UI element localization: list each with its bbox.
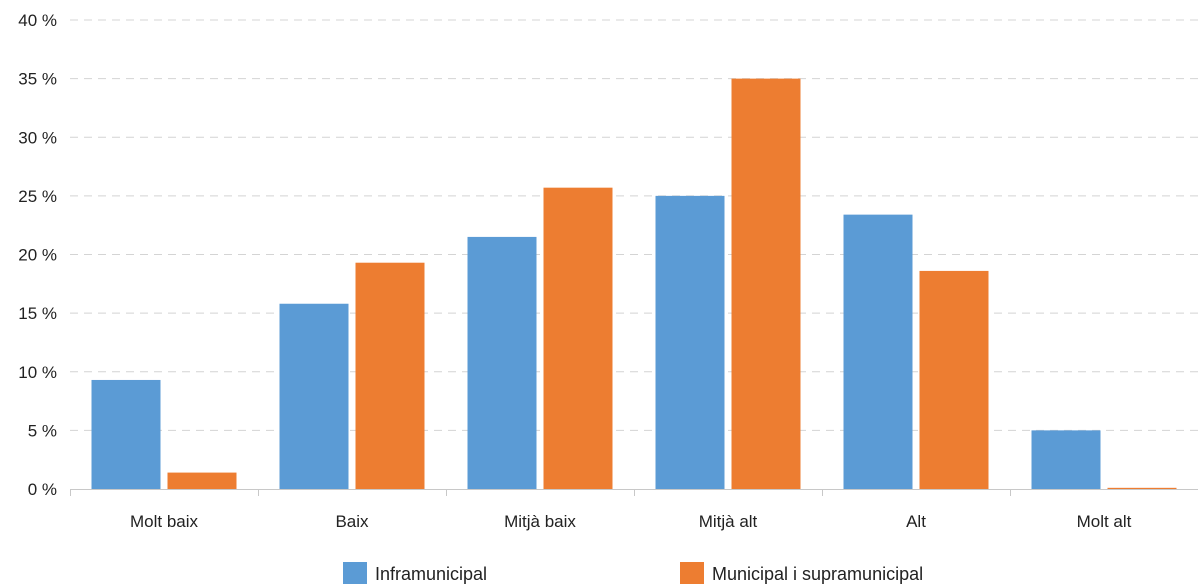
x-tick-label: Alt <box>906 512 926 531</box>
y-tick-label: 0 % <box>28 480 57 499</box>
bar <box>1107 487 1177 489</box>
x-tick-label: Baix <box>335 512 369 531</box>
legend-swatch <box>343 562 367 584</box>
x-axis-ticks: Molt baix Baix Mitjà baix Mitjà alt Alt Molt … <box>130 512 1132 531</box>
x-tick-label: Molt baix <box>130 512 199 531</box>
grid-lines <box>70 19 1198 431</box>
y-tick-label: 20 % <box>18 246 57 265</box>
y-tick-label: 30 % <box>18 128 57 147</box>
x-axis-tick-marks <box>70 489 1011 496</box>
bar <box>355 262 425 489</box>
y-tick-label: 10 % <box>18 363 57 382</box>
legend-item: Municipal i supramunicipal <box>680 562 923 584</box>
y-tick-label: 5 % <box>28 421 57 440</box>
legend-swatch <box>680 562 704 584</box>
y-tick-label: 15 % <box>18 304 57 323</box>
y-tick-label: 25 % <box>18 187 57 206</box>
bar <box>655 195 725 489</box>
legend-item: Inframunicipal <box>343 562 487 584</box>
legend: Inframunicipal Municipal i supramunicipal <box>343 562 923 584</box>
x-tick-label: Molt alt <box>1077 512 1132 531</box>
bars <box>91 78 1177 490</box>
bar <box>167 472 237 489</box>
bar <box>843 214 913 489</box>
bar <box>731 78 801 489</box>
bar <box>1031 430 1101 489</box>
bar <box>279 303 349 489</box>
y-tick-label: 35 % <box>18 70 57 89</box>
bar <box>91 379 161 489</box>
bar <box>543 187 613 490</box>
x-tick-label: Mitjà baix <box>504 512 576 531</box>
y-tick-label: 40 % <box>18 11 57 30</box>
y-axis-ticks: 0 % 5 % 10 % 15 % 20 % 25 % 30 % 35 % 40 % <box>18 11 57 499</box>
legend-label: Inframunicipal <box>375 564 487 584</box>
x-tick-label: Mitjà alt <box>699 512 758 531</box>
legend-label: Municipal i supramunicipal <box>712 564 923 584</box>
bar <box>467 236 537 489</box>
bar <box>919 270 989 489</box>
